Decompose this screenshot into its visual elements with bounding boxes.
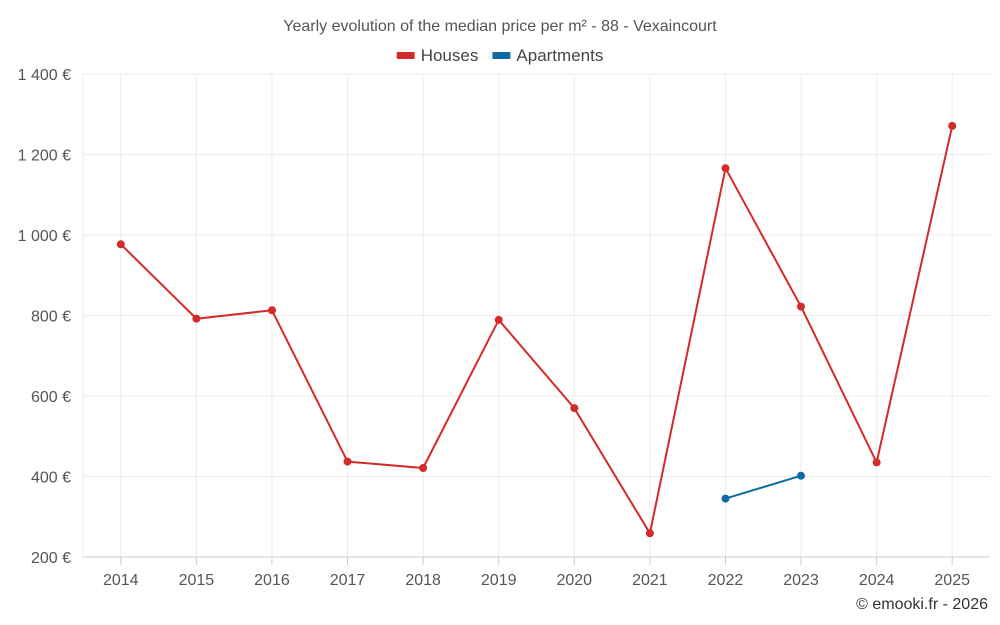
- data-point-houses-2022[interactable]: [721, 164, 730, 173]
- series-layer: [116, 121, 957, 538]
- data-point-houses-2025[interactable]: [948, 121, 957, 130]
- x-tick-label: 2017: [330, 572, 366, 589]
- y-tick-label: 1 000 €: [18, 228, 71, 245]
- x-tick-label: 2014: [103, 572, 139, 589]
- series-line-houses: [120, 125, 954, 535]
- data-point-apartments-2022[interactable]: [721, 494, 730, 503]
- x-tick-label: 2019: [481, 572, 517, 589]
- x-tick-label: 2024: [859, 572, 895, 589]
- x-tick-label: 2016: [254, 572, 290, 589]
- data-point-houses-2023[interactable]: [797, 302, 805, 311]
- legend-item-apartments[interactable]: Apartments: [492, 46, 603, 65]
- legend-swatch: [396, 52, 415, 59]
- series-line-apartments: [725, 474, 802, 500]
- y-tick-label: 600 €: [31, 389, 71, 406]
- data-point-houses-2020[interactable]: [570, 404, 579, 413]
- x-tick-label: 2021: [632, 572, 668, 589]
- data-point-houses-2018[interactable]: [419, 464, 428, 472]
- y-tick-label: 800 €: [31, 309, 71, 326]
- data-point-houses-2024[interactable]: [872, 458, 881, 467]
- legend-label: Apartments: [516, 46, 603, 65]
- y-tick-label: 400 €: [31, 470, 71, 487]
- y-axis-labels: 200 € 400 € 600 € 800 € 1 000 € 1 200 € 1 400 …: [18, 67, 71, 567]
- x-axis-labels: 2014 2015 2016 2017 2018 2019 2020 2021 2022 2023…: [103, 572, 970, 589]
- series-houses: [116, 121, 957, 538]
- data-point-houses-2021[interactable]: [645, 529, 654, 538]
- legend: Houses Apartments: [396, 46, 603, 65]
- data-point-houses-2014[interactable]: [116, 240, 125, 249]
- x-tick-label: 2025: [934, 572, 970, 589]
- data-point-houses-2016[interactable]: [268, 306, 276, 315]
- data-point-apartments-2023[interactable]: [797, 471, 805, 480]
- x-tick-label: 2015: [179, 572, 215, 589]
- x-gridlines: [82, 74, 953, 565]
- credit-text: © emooki.fr - 2026: [856, 596, 988, 613]
- data-point-houses-2019[interactable]: [494, 315, 503, 324]
- legend-label: Houses: [421, 46, 479, 65]
- x-tick-label: 2022: [708, 572, 744, 589]
- y-tick-label: 1 400 €: [18, 67, 71, 84]
- x-tick-label: 2020: [556, 572, 592, 589]
- data-point-houses-2017[interactable]: [343, 457, 352, 466]
- data-point-houses-2015[interactable]: [192, 314, 201, 323]
- y-tick-label: 200 €: [31, 550, 71, 567]
- chart-title: Yearly evolution of the median price per…: [283, 18, 717, 35]
- x-tick-label: 2018: [405, 572, 441, 589]
- y-tick-label: 1 200 €: [18, 148, 71, 165]
- x-tick-label: 2023: [783, 572, 819, 589]
- legend-swatch: [492, 52, 511, 59]
- series-apartments: [721, 471, 805, 503]
- legend-item-houses[interactable]: Houses: [396, 46, 479, 65]
